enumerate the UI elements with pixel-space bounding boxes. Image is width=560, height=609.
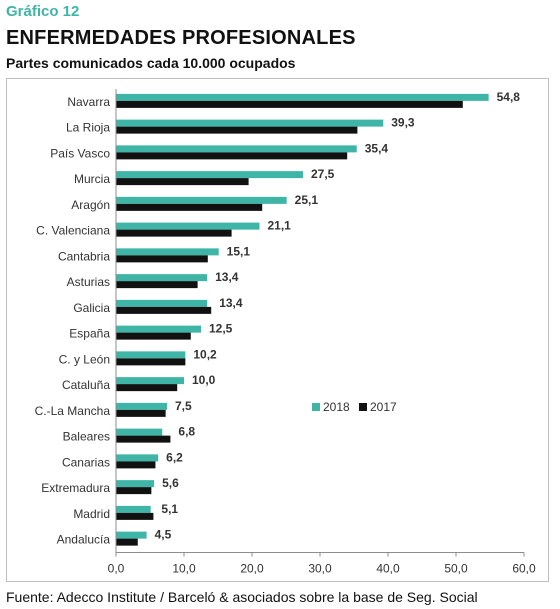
chart-subtitle: Partes comunicados cada 10.000 ocupados [6,55,296,71]
data-label: 4,5 [155,528,172,542]
bar-2018 [116,377,184,385]
data-label: 15,1 [227,244,251,258]
category-label: C.-La Mancha [35,404,111,418]
bar-2017 [116,409,166,417]
bar-2017 [116,178,249,186]
bar-2018 [116,454,159,462]
category-label: C. y León [59,352,110,366]
bar-2018 [116,402,167,410]
x-tick-label: 60,0 [512,562,536,576]
bar-2018 [116,274,208,282]
bar-2018 [116,299,208,307]
category-label: Galicia [73,301,110,315]
bar-2017 [116,461,156,469]
chart-frame: Navarra 54,8 La Rioja 39,3 País Vasco 35,4 Mur… [6,78,549,582]
category-label: Cantabria [58,249,110,263]
bar-2018 [116,325,201,333]
data-label: 10,0 [192,373,216,387]
bar-2017 [116,281,198,289]
bar-2017 [116,203,263,211]
bar-2018 [116,428,163,436]
bar-2018 [116,222,260,230]
bar-2017 [116,487,152,495]
category-label: Navarra [67,95,110,109]
data-label: 5,6 [162,476,179,490]
data-label: 6,8 [178,425,195,439]
bar-2017 [116,255,208,263]
legend-swatch-2018 [312,403,320,411]
category-label: Andalucía [57,533,111,547]
data-label: 5,1 [161,502,178,516]
bar-2017 [116,152,348,160]
source-note: Fuente: Adecco Institute / Barceló & aso… [6,589,478,605]
bar-chart: Navarra 54,8 La Rioja 39,3 País Vasco 35,4 Mur… [35,89,536,576]
data-label: 21,1 [267,219,291,233]
chart-number: Gráfico 12 [6,3,80,20]
legend-label-2018: 2018 [323,400,350,414]
bar-2018 [116,145,357,153]
data-label: 27,5 [311,167,335,181]
bar-2017 [116,512,154,520]
data-label: 6,2 [166,450,183,464]
x-tick-label: 20,0 [240,562,264,576]
data-label: 12,5 [209,322,233,336]
x-tick-label: 50,0 [444,562,468,576]
category-label: Madrid [73,507,110,521]
bar-2017 [116,100,463,108]
bar-2018 [116,531,147,539]
data-label: 13,4 [215,270,239,284]
bar-2018 [116,248,219,256]
chart-title: ENFERMEDADES PROFESIONALES [6,27,356,49]
bar-2017 [116,358,186,366]
bar-2017 [116,384,178,392]
bar-2018 [116,119,384,127]
data-label: 39,3 [391,116,415,130]
data-label: 10,2 [193,347,217,361]
legend-swatch-2017 [359,403,367,411]
x-tick-label: 0,0 [108,562,125,576]
category-label: Aragón [71,198,110,212]
bar-2017 [116,229,232,237]
bar-2018 [116,480,155,488]
data-label: 13,4 [219,296,243,310]
bar-2018 [116,196,287,204]
bar-2017 [116,435,171,443]
bar-2017 [116,306,212,314]
category-label: Murcia [74,172,110,186]
category-label: La Rioja [66,121,110,135]
bar-2018 [116,505,151,513]
category-label: España [69,327,110,341]
data-label: 25,1 [295,193,319,207]
legend-label-2017: 2017 [370,400,397,414]
category-label: Asturias [67,275,110,289]
x-tick-label: 30,0 [308,562,332,576]
bar-2017 [116,126,358,134]
bar-2018 [116,351,186,359]
category-label: País Vasco [50,146,110,160]
category-label: C. Valenciana [36,224,110,238]
data-label: 35,4 [365,141,389,155]
x-tick-label: 40,0 [376,562,400,576]
category-label: Canarias [62,455,110,469]
data-label: 54,8 [497,90,521,104]
x-tick-label: 10,0 [172,562,196,576]
bar-2017 [116,332,191,340]
category-label: Extremadura [41,481,110,495]
bar-2017 [116,538,138,546]
category-label: Baleares [63,430,110,444]
bar-2018 [116,171,303,179]
data-label: 7,5 [175,399,192,413]
category-label: Cataluña [62,378,110,392]
bar-2018 [116,93,489,101]
